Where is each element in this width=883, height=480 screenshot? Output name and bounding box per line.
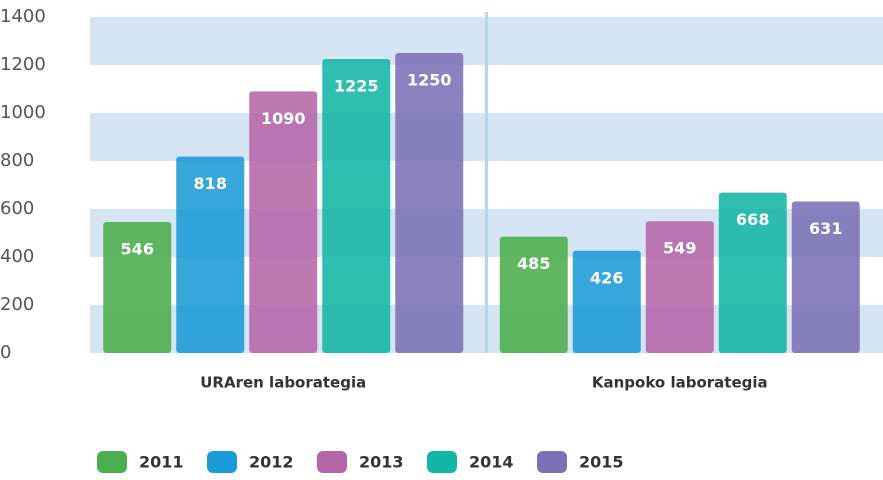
bar xyxy=(395,53,464,353)
y-tick-label: 1400 xyxy=(0,6,46,27)
value-label: 1225 xyxy=(334,77,379,96)
y-tick-label: 1000 xyxy=(0,102,46,123)
y-tick-label: 800 xyxy=(0,150,34,171)
bar xyxy=(176,156,245,353)
value-label: 549 xyxy=(663,239,696,258)
legend-label: 2015 xyxy=(579,453,624,472)
value-label: 818 xyxy=(194,174,227,193)
legend-swatch xyxy=(427,451,457,473)
y-tick-label: 0 xyxy=(0,342,11,363)
legend-swatch xyxy=(317,451,347,473)
x-tick-label: Kanpoko laborategia xyxy=(592,374,768,392)
bar xyxy=(572,250,641,353)
legend-label: 2012 xyxy=(249,453,294,472)
value-label: 426 xyxy=(590,268,623,287)
value-label: 668 xyxy=(736,210,769,229)
bar xyxy=(645,221,714,353)
value-label: 1090 xyxy=(261,109,306,128)
x-tick-label: URAren laborategia xyxy=(200,374,366,392)
y-tick-label: 200 xyxy=(0,294,34,315)
bar xyxy=(791,201,860,353)
value-label: 1250 xyxy=(407,71,452,90)
value-label: 631 xyxy=(809,219,842,238)
bar xyxy=(249,91,318,354)
bar xyxy=(322,59,391,353)
legend-swatch xyxy=(97,451,127,473)
legend-label: 2014 xyxy=(469,453,514,472)
y-tick-label: 400 xyxy=(0,246,34,267)
legend-label: 2011 xyxy=(139,453,184,472)
bar xyxy=(499,236,568,353)
legend-label: 2013 xyxy=(359,453,404,472)
legend-swatch xyxy=(537,451,567,473)
value-label: 485 xyxy=(517,254,550,273)
y-tick-label: 1200 xyxy=(0,54,46,75)
bar xyxy=(718,192,787,353)
y-tick-label: 600 xyxy=(0,198,34,219)
bar xyxy=(103,221,172,353)
legend-swatch xyxy=(207,451,237,473)
value-label: 546 xyxy=(121,239,154,258)
